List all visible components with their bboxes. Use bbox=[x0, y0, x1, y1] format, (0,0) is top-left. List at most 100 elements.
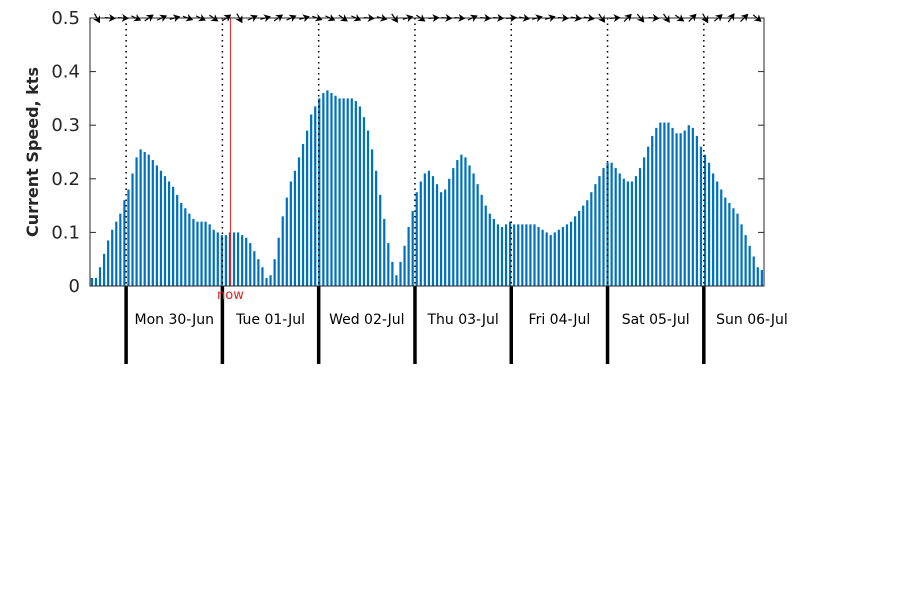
bar bbox=[249, 243, 252, 286]
bar bbox=[297, 157, 301, 286]
direction-arrow-icon bbox=[131, 13, 142, 22]
bar bbox=[269, 275, 272, 286]
y-axis-ticks: 0 0.1 0.2 0.3 0.4 0.5 bbox=[51, 8, 764, 297]
direction-arrow-icon bbox=[312, 13, 323, 22]
y-tick-label: 0 bbox=[69, 276, 80, 297]
direction-arrow-icon bbox=[609, 14, 621, 23]
bar bbox=[679, 133, 682, 286]
bar bbox=[720, 189, 723, 286]
bar bbox=[224, 235, 228, 286]
direction-arrow-icon bbox=[260, 14, 271, 23]
bar bbox=[642, 157, 646, 286]
bar bbox=[687, 125, 690, 286]
bar bbox=[569, 221, 573, 286]
bar bbox=[492, 219, 495, 286]
bar bbox=[533, 224, 536, 286]
bar bbox=[602, 168, 605, 286]
direction-arrow-icon bbox=[390, 13, 399, 23]
direction-arrow-icon bbox=[532, 14, 543, 23]
now-label: now bbox=[217, 288, 244, 303]
bar bbox=[671, 127, 674, 286]
bar bbox=[626, 181, 629, 286]
bar bbox=[610, 162, 613, 286]
bar bbox=[330, 93, 333, 286]
direction-arrow-icon bbox=[221, 14, 232, 22]
day-label: Mon 30-Jun bbox=[135, 312, 215, 328]
bar bbox=[484, 205, 487, 286]
bar bbox=[663, 122, 666, 287]
direction-arrow-icon bbox=[701, 13, 709, 24]
bar bbox=[131, 173, 134, 286]
bar bbox=[638, 168, 642, 286]
bar bbox=[135, 157, 138, 286]
bar bbox=[107, 240, 110, 286]
bar bbox=[740, 224, 743, 286]
y-tick-label: 0.2 bbox=[51, 169, 80, 190]
bar bbox=[362, 117, 366, 286]
bar bbox=[553, 232, 556, 286]
direction-arrow-icon bbox=[740, 13, 749, 22]
bar bbox=[387, 243, 390, 286]
bar bbox=[427, 170, 431, 286]
bar bbox=[419, 181, 422, 286]
bar bbox=[444, 189, 447, 286]
direction-arrow-icon bbox=[467, 14, 478, 23]
bar bbox=[614, 168, 617, 286]
bar bbox=[305, 130, 309, 286]
direction-arrow-icon bbox=[454, 13, 466, 22]
bar bbox=[691, 127, 694, 286]
direction-arrow-icon bbox=[325, 13, 336, 22]
bar bbox=[529, 224, 532, 286]
bar bbox=[342, 98, 345, 287]
bar bbox=[391, 261, 394, 286]
bar bbox=[119, 213, 122, 286]
bar bbox=[159, 170, 163, 286]
bar bbox=[456, 160, 459, 286]
bar bbox=[184, 208, 187, 286]
bar bbox=[573, 216, 577, 286]
bar bbox=[265, 277, 268, 286]
bar bbox=[659, 122, 662, 287]
bar bbox=[346, 98, 349, 287]
bar bbox=[565, 224, 569, 286]
bar bbox=[236, 232, 240, 286]
bar bbox=[541, 229, 544, 286]
bar bbox=[590, 192, 593, 286]
bar bbox=[521, 224, 524, 286]
bar bbox=[399, 261, 402, 286]
bar bbox=[102, 253, 106, 286]
bar bbox=[695, 135, 699, 286]
bar bbox=[314, 106, 317, 286]
bar bbox=[504, 224, 508, 286]
y-axis-label: Current Speed, kts bbox=[23, 67, 42, 237]
bar bbox=[167, 181, 171, 286]
bar bbox=[301, 143, 305, 286]
bar bbox=[281, 216, 284, 286]
bar bbox=[285, 197, 288, 286]
bar bbox=[232, 232, 236, 286]
bar bbox=[326, 90, 329, 286]
bar bbox=[147, 154, 150, 286]
day-label: Tue 01-Jul bbox=[235, 312, 305, 328]
direction-arrow-icon bbox=[493, 13, 505, 22]
direction-arrow-icon bbox=[402, 14, 414, 23]
bar bbox=[216, 232, 219, 286]
bar bbox=[334, 95, 337, 286]
day-label: Fri 04-Jul bbox=[529, 312, 591, 328]
direction-arrow-icon bbox=[713, 14, 723, 22]
bar bbox=[496, 224, 500, 286]
bar bbox=[261, 267, 264, 286]
bar bbox=[460, 154, 463, 286]
direction-arrow-icon bbox=[286, 14, 297, 23]
bar bbox=[379, 194, 382, 286]
bar bbox=[375, 170, 378, 286]
bar bbox=[293, 170, 297, 286]
bar bbox=[370, 149, 374, 286]
bar bbox=[245, 237, 248, 286]
bar bbox=[744, 235, 747, 286]
bar bbox=[273, 259, 276, 286]
bar bbox=[90, 277, 94, 286]
direction-arrow-icon bbox=[506, 14, 518, 23]
direction-arrow-icon bbox=[648, 13, 660, 22]
bar bbox=[472, 173, 475, 286]
